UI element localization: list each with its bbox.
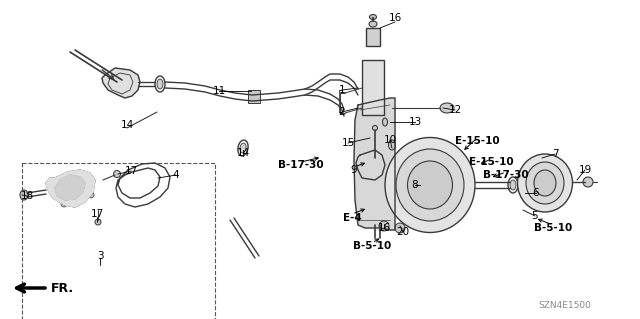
Bar (366, 28, 380, 46)
Text: 1: 1 (339, 85, 346, 95)
Text: E-15-10: E-15-10 (454, 136, 499, 146)
Ellipse shape (518, 154, 573, 212)
Text: 10: 10 (383, 135, 397, 145)
Text: 18: 18 (20, 191, 34, 201)
Text: 7: 7 (552, 149, 558, 159)
Ellipse shape (526, 162, 564, 204)
Ellipse shape (372, 125, 378, 130)
Text: E-4: E-4 (342, 213, 362, 223)
Circle shape (61, 201, 67, 207)
Text: B-17-30: B-17-30 (483, 170, 529, 180)
Text: 2: 2 (339, 107, 346, 117)
Circle shape (63, 181, 77, 195)
Ellipse shape (508, 177, 518, 193)
Ellipse shape (240, 143, 246, 153)
Circle shape (51, 183, 57, 189)
Text: 11: 11 (212, 86, 226, 96)
Text: 9: 9 (351, 165, 357, 175)
Text: 16: 16 (388, 13, 402, 23)
Text: 14: 14 (236, 148, 250, 158)
Text: 17: 17 (90, 209, 104, 219)
Ellipse shape (388, 140, 396, 150)
Circle shape (83, 174, 89, 180)
Text: 12: 12 (449, 105, 461, 115)
Text: B-5-10: B-5-10 (534, 223, 572, 233)
Text: 20: 20 (396, 227, 410, 237)
Text: 13: 13 (408, 117, 422, 127)
Ellipse shape (408, 161, 452, 209)
Text: 14: 14 (120, 120, 134, 130)
Circle shape (379, 221, 389, 231)
Text: 5: 5 (532, 211, 538, 221)
Text: FR.: FR. (51, 281, 74, 294)
Ellipse shape (20, 190, 28, 200)
Ellipse shape (534, 170, 556, 196)
Ellipse shape (510, 180, 516, 190)
Ellipse shape (385, 137, 475, 233)
Ellipse shape (238, 140, 248, 156)
Ellipse shape (383, 118, 387, 126)
Text: 16: 16 (378, 223, 390, 233)
Bar (248, 90, 260, 103)
Text: B-17-30: B-17-30 (278, 160, 324, 170)
Polygon shape (46, 170, 95, 207)
Text: E-15-10: E-15-10 (468, 157, 513, 167)
Circle shape (88, 192, 94, 198)
Ellipse shape (369, 21, 377, 27)
Ellipse shape (157, 79, 163, 89)
Polygon shape (356, 150, 385, 180)
Text: 17: 17 (124, 166, 138, 176)
Text: 3: 3 (97, 251, 103, 261)
Polygon shape (354, 98, 395, 230)
Ellipse shape (155, 76, 165, 92)
Text: 8: 8 (412, 180, 419, 190)
Circle shape (113, 170, 120, 177)
Circle shape (395, 223, 405, 233)
Text: 4: 4 (173, 170, 179, 180)
Bar (362, 60, 384, 115)
Text: 15: 15 (341, 138, 355, 148)
Circle shape (58, 176, 82, 200)
Text: 6: 6 (532, 188, 540, 198)
Text: SZN4E1500: SZN4E1500 (539, 300, 591, 309)
Ellipse shape (440, 103, 454, 113)
Polygon shape (55, 175, 85, 200)
Ellipse shape (369, 14, 376, 19)
Text: 19: 19 (579, 165, 591, 175)
Ellipse shape (396, 149, 464, 221)
Circle shape (583, 177, 593, 187)
Polygon shape (102, 68, 140, 98)
Bar (22, 163, 215, 319)
Text: B-5-10: B-5-10 (353, 241, 391, 251)
Circle shape (95, 219, 101, 225)
